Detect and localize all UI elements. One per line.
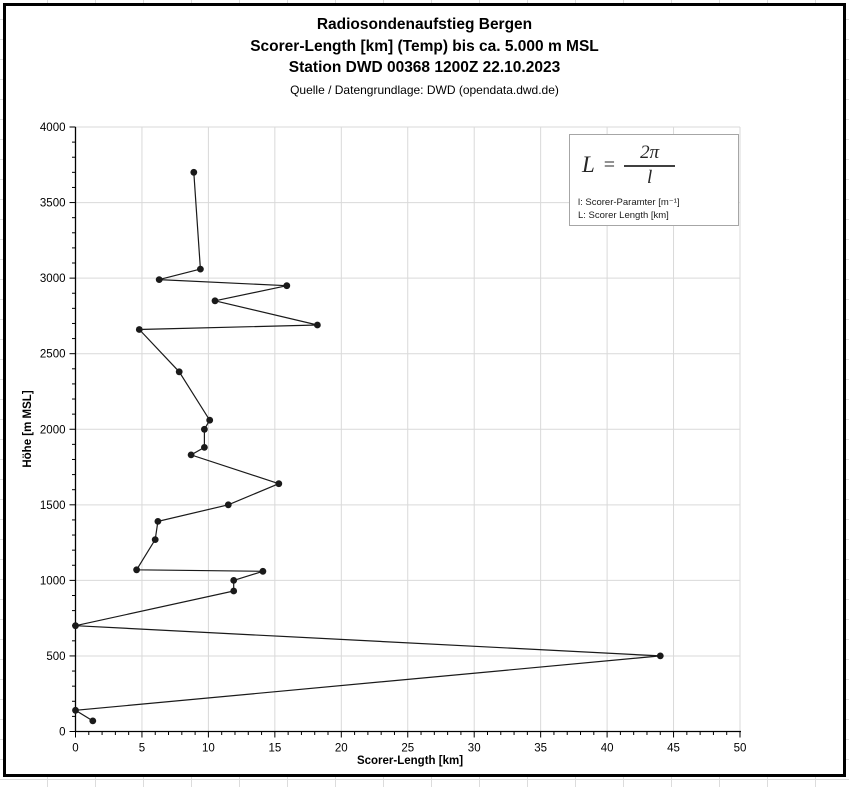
data-point-marker bbox=[89, 717, 97, 725]
chart-title-line-3: Station DWD 00368 1200Z 22.10.2023 bbox=[288, 59, 561, 76]
y-tick-label: 4000 bbox=[40, 122, 66, 134]
y-tick-label: 3500 bbox=[40, 198, 66, 210]
formula-lhs: L bbox=[582, 152, 595, 177]
formula-denominator: l bbox=[646, 166, 653, 188]
data-point-marker bbox=[190, 168, 198, 176]
data-point-marker bbox=[155, 276, 163, 283]
data-point-marker bbox=[187, 451, 195, 459]
data-point-marker bbox=[230, 587, 238, 595]
data-point-marker bbox=[224, 501, 232, 509]
chart-title-line-1: Radiosondenaufstieg Bergen bbox=[316, 16, 533, 33]
data-point-marker bbox=[314, 321, 321, 329]
y-axis-title: Höhe [m MSL] bbox=[22, 390, 34, 468]
y-tick-label: 0 bbox=[59, 727, 65, 739]
y-tick-label: 2500 bbox=[40, 349, 66, 361]
x-tick-label: 50 bbox=[734, 743, 747, 755]
data-point-marker bbox=[72, 706, 79, 714]
data-point-marker bbox=[201, 425, 208, 433]
data-point-marker bbox=[275, 480, 283, 488]
data-point-marker bbox=[133, 566, 141, 574]
x-tick-label: 45 bbox=[667, 743, 680, 755]
formula-legend-line-1: l: Scorer-Paramter [m⁻¹] bbox=[578, 197, 680, 208]
y-tick-label: 2000 bbox=[40, 424, 66, 436]
formula-legend-box: L = 2π l l: Scorer-Paramter [m⁻¹] L: Sco… bbox=[569, 134, 739, 226]
scorer-formula: L = 2π l bbox=[578, 140, 730, 190]
data-point-marker bbox=[230, 577, 238, 584]
chart-subtitle: Quelle / Datengrundlage: DWD (opendata.d… bbox=[290, 82, 559, 97]
data-point-marker bbox=[259, 567, 267, 575]
data-point-marker bbox=[197, 265, 204, 273]
formula-equals: = bbox=[603, 153, 616, 176]
x-tick-label: 0 bbox=[72, 743, 78, 755]
y-tick-label: 3000 bbox=[40, 273, 66, 285]
y-tick-label: 1500 bbox=[40, 500, 66, 512]
chart-title-block: Radiosondenaufstieg Bergen Scorer-Length… bbox=[0, 14, 849, 99]
data-point-marker bbox=[201, 444, 208, 451]
x-tick-label: 25 bbox=[401, 743, 414, 755]
formula-legend-line-2: L: Scorer Length [km] bbox=[578, 210, 669, 221]
chart-canvas bbox=[3, 3, 846, 777]
x-tick-label: 20 bbox=[335, 743, 348, 755]
chart-title-line-2: Scorer-Length [km] (Temp) bis ca. 5.000 … bbox=[250, 37, 599, 55]
x-tick-label: 10 bbox=[202, 743, 215, 755]
formula-legend-text: l: Scorer-Paramter [m⁻¹] L: Scorer Lengt… bbox=[578, 196, 730, 222]
data-point-marker bbox=[283, 282, 291, 290]
data-point-marker bbox=[135, 326, 143, 333]
data-point-marker bbox=[154, 518, 162, 525]
y-tick-label: 1000 bbox=[40, 575, 66, 587]
data-point-marker bbox=[175, 368, 183, 376]
data-point-marker bbox=[151, 536, 159, 543]
y-tick-label: 500 bbox=[46, 651, 65, 663]
data-point-marker bbox=[211, 297, 219, 305]
data-point-marker bbox=[206, 416, 214, 424]
formula-fraction: 2π l bbox=[624, 142, 676, 189]
data-point-marker bbox=[72, 622, 79, 630]
series-polyline bbox=[73, 172, 661, 722]
x-tick-label: 30 bbox=[468, 743, 481, 755]
x-axis-title: Scorer-Length [km] bbox=[356, 755, 464, 767]
data-point-marker bbox=[656, 652, 664, 660]
x-tick-label: 5 bbox=[139, 743, 145, 755]
x-tick-label: 40 bbox=[601, 743, 614, 755]
formula-numerator: 2π bbox=[624, 142, 676, 167]
x-tick-label: 15 bbox=[268, 743, 281, 755]
x-tick-label: 35 bbox=[534, 743, 547, 755]
